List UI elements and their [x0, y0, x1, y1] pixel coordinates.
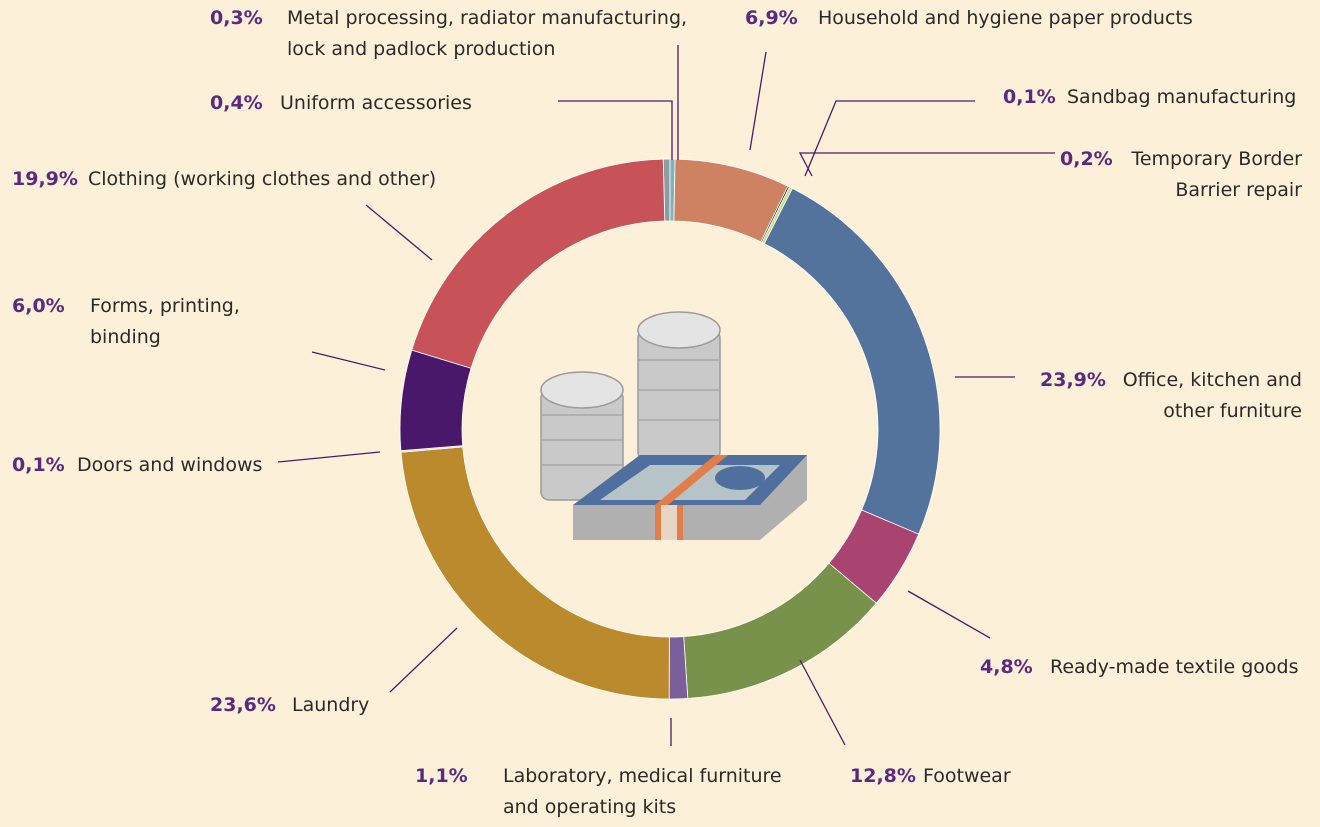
value-label: 0,4% [210, 92, 263, 114]
category-label: Laboratory, medical furniture and operat… [503, 765, 782, 818]
leader-line [799, 659, 846, 746]
category-label: Temporary Border Barrier repair [1131, 148, 1302, 201]
category-label: Uniform accessories [280, 92, 472, 114]
category-label: Office, kitchen and other furniture [1122, 369, 1302, 422]
leader-line [749, 51, 767, 151]
value-label: 23,6% [210, 694, 276, 716]
category-label: Forms, printing, binding [90, 295, 240, 348]
value-label: 0,3% [210, 7, 263, 29]
category-label: Laundry [292, 694, 370, 716]
slice [763, 187, 941, 535]
leader-line [907, 590, 991, 639]
leader-line [365, 204, 433, 261]
donut [399, 158, 941, 700]
slice [683, 562, 877, 699]
value-label: 6,9% [745, 7, 798, 29]
money-icon [540, 311, 807, 540]
leader-line [389, 627, 458, 693]
category-label: Metal processing, radiator manufacturing… [287, 7, 688, 60]
category-label: Sandbag manufacturing [1067, 86, 1297, 108]
category-label: Footwear [923, 765, 1011, 787]
value-label: 0,1% [1003, 86, 1056, 108]
value-label: 0,2% [1060, 148, 1113, 170]
value-label: 6,0% [12, 295, 65, 317]
value-label: 12,8% [850, 765, 916, 787]
value-label: 23,9% [1040, 369, 1106, 391]
leader-line [277, 451, 381, 463]
category-label: Household and hygiene paper products [818, 7, 1193, 29]
slice [400, 446, 670, 700]
leader-line [311, 351, 386, 371]
leader-lines [277, 45, 1055, 746]
value-label: 19,9% [12, 168, 78, 190]
slice [411, 158, 666, 369]
value-label: 4,8% [980, 656, 1033, 678]
leader-line [804, 100, 975, 177]
category-label: Clothing (working clothes and other) [88, 168, 437, 190]
value-label: 1,1% [415, 765, 468, 787]
category-label: Ready-made textile goods [1050, 656, 1299, 678]
leader-line [558, 100, 673, 160]
leader-line [798, 152, 1055, 177]
category-label: Doors and windows [77, 454, 263, 476]
value-label: 0,1% [12, 454, 65, 476]
